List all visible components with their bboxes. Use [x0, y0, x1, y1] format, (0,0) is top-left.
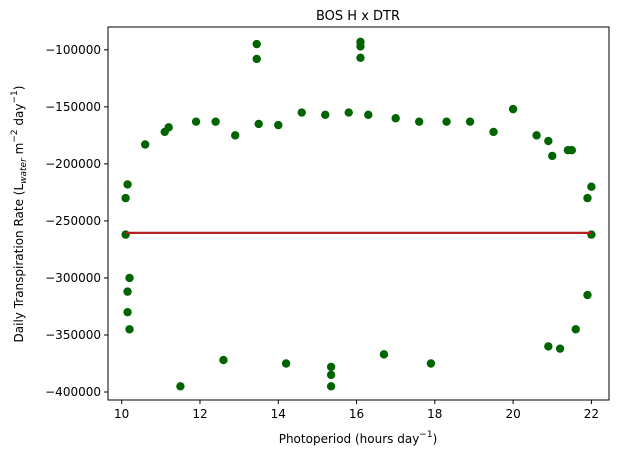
scatter-point [548, 151, 557, 161]
scatter-point [123, 180, 132, 189]
scatter-point [123, 307, 132, 317]
scatter-point [555, 344, 565, 353]
y-axis-title-close: ) [12, 86, 26, 91]
scatter-point [587, 182, 596, 191]
y-axis-title-unit-day: day [12, 104, 26, 130]
y-axis-title-unit-m: m [12, 143, 26, 159]
scatter-point [571, 325, 580, 334]
scatter-point [274, 120, 283, 130]
scatter-point [125, 273, 134, 283]
scatter-point [442, 117, 451, 126]
scatter-point [364, 110, 373, 120]
y-tick-label: −100000 [45, 43, 101, 57]
scatter-point [508, 104, 518, 114]
x-tick-label: 16 [349, 407, 364, 421]
scatter-point [125, 325, 134, 334]
y-axis-title: Daily Transpiration Rate (Lwater m−2 day… [10, 86, 29, 343]
x-tick-label: 20 [505, 407, 520, 421]
plot-frame [107, 26, 610, 401]
scatter-point [583, 290, 592, 300]
scatter-point [379, 350, 389, 359]
x-tick-label: 18 [427, 407, 442, 421]
scatter-point [252, 54, 261, 64]
scatter-point [391, 114, 400, 123]
y-tick-label: −300000 [45, 271, 101, 285]
scatter-point [281, 359, 291, 368]
y-tick-label: −150000 [45, 100, 101, 114]
scatter-point [123, 287, 132, 296]
scatter-point [489, 127, 498, 137]
scatter-point [563, 145, 573, 155]
x-tick-label: 12 [192, 407, 207, 421]
x-axis-title-exponent: −1 [419, 430, 432, 440]
scatter-point [532, 131, 541, 140]
x-axis-title: Photoperiod (hours day−1) [279, 430, 438, 446]
scatter-point [254, 119, 263, 129]
scatter-point [297, 108, 306, 117]
scatter-point [140, 140, 150, 149]
y-tick-label: −350000 [45, 328, 101, 342]
x-tick-label: 10 [114, 407, 129, 421]
scatter-point [252, 39, 261, 49]
scatter-point [231, 131, 240, 140]
scatter-point [414, 117, 424, 126]
scatter-point [326, 362, 336, 372]
scatter-point [321, 110, 330, 120]
y-axis-title-main: Daily Transpiration Rate (L [12, 184, 26, 343]
y-axis-title-subscript: water [19, 157, 29, 184]
scatter-point [426, 359, 436, 368]
scatter-point [583, 193, 592, 203]
scatter-point [344, 108, 353, 117]
y-axis: −400000 −350000 −300000 −250000 −200000 −1500… [45, 43, 108, 399]
x-axis-title-main: Photoperiod (hours day [279, 432, 420, 446]
x-tick-label: 22 [584, 407, 599, 421]
y-tick-label: −250000 [45, 214, 101, 228]
scatter-point [211, 117, 220, 126]
scatter-point [160, 127, 169, 137]
scatter-point [544, 342, 553, 351]
chart-title: BOS H x DTR [316, 9, 400, 24]
scatter-point [121, 230, 130, 239]
scatter-point [465, 117, 475, 126]
x-axis: 10 12 14 16 18 20 22 [114, 400, 599, 421]
scatter-point [356, 53, 365, 62]
y-axis-title-exponent-2: −1 [10, 90, 20, 103]
scatter-point [356, 42, 365, 51]
scatter-point [121, 193, 130, 203]
scatter-point [219, 355, 228, 365]
scatter-point [326, 370, 336, 380]
y-axis-title-exponent-1: −2 [10, 129, 20, 142]
y-tick-label: −400000 [45, 385, 101, 399]
x-tick-label: 14 [271, 407, 286, 421]
scatter-point [587, 230, 596, 239]
scatter-point [176, 382, 185, 391]
scatter-point [191, 117, 201, 126]
x-axis-title-close: ) [433, 432, 438, 446]
y-tick-label: −200000 [45, 157, 101, 171]
scatter-point [544, 136, 553, 146]
scatter-point [326, 382, 336, 391]
